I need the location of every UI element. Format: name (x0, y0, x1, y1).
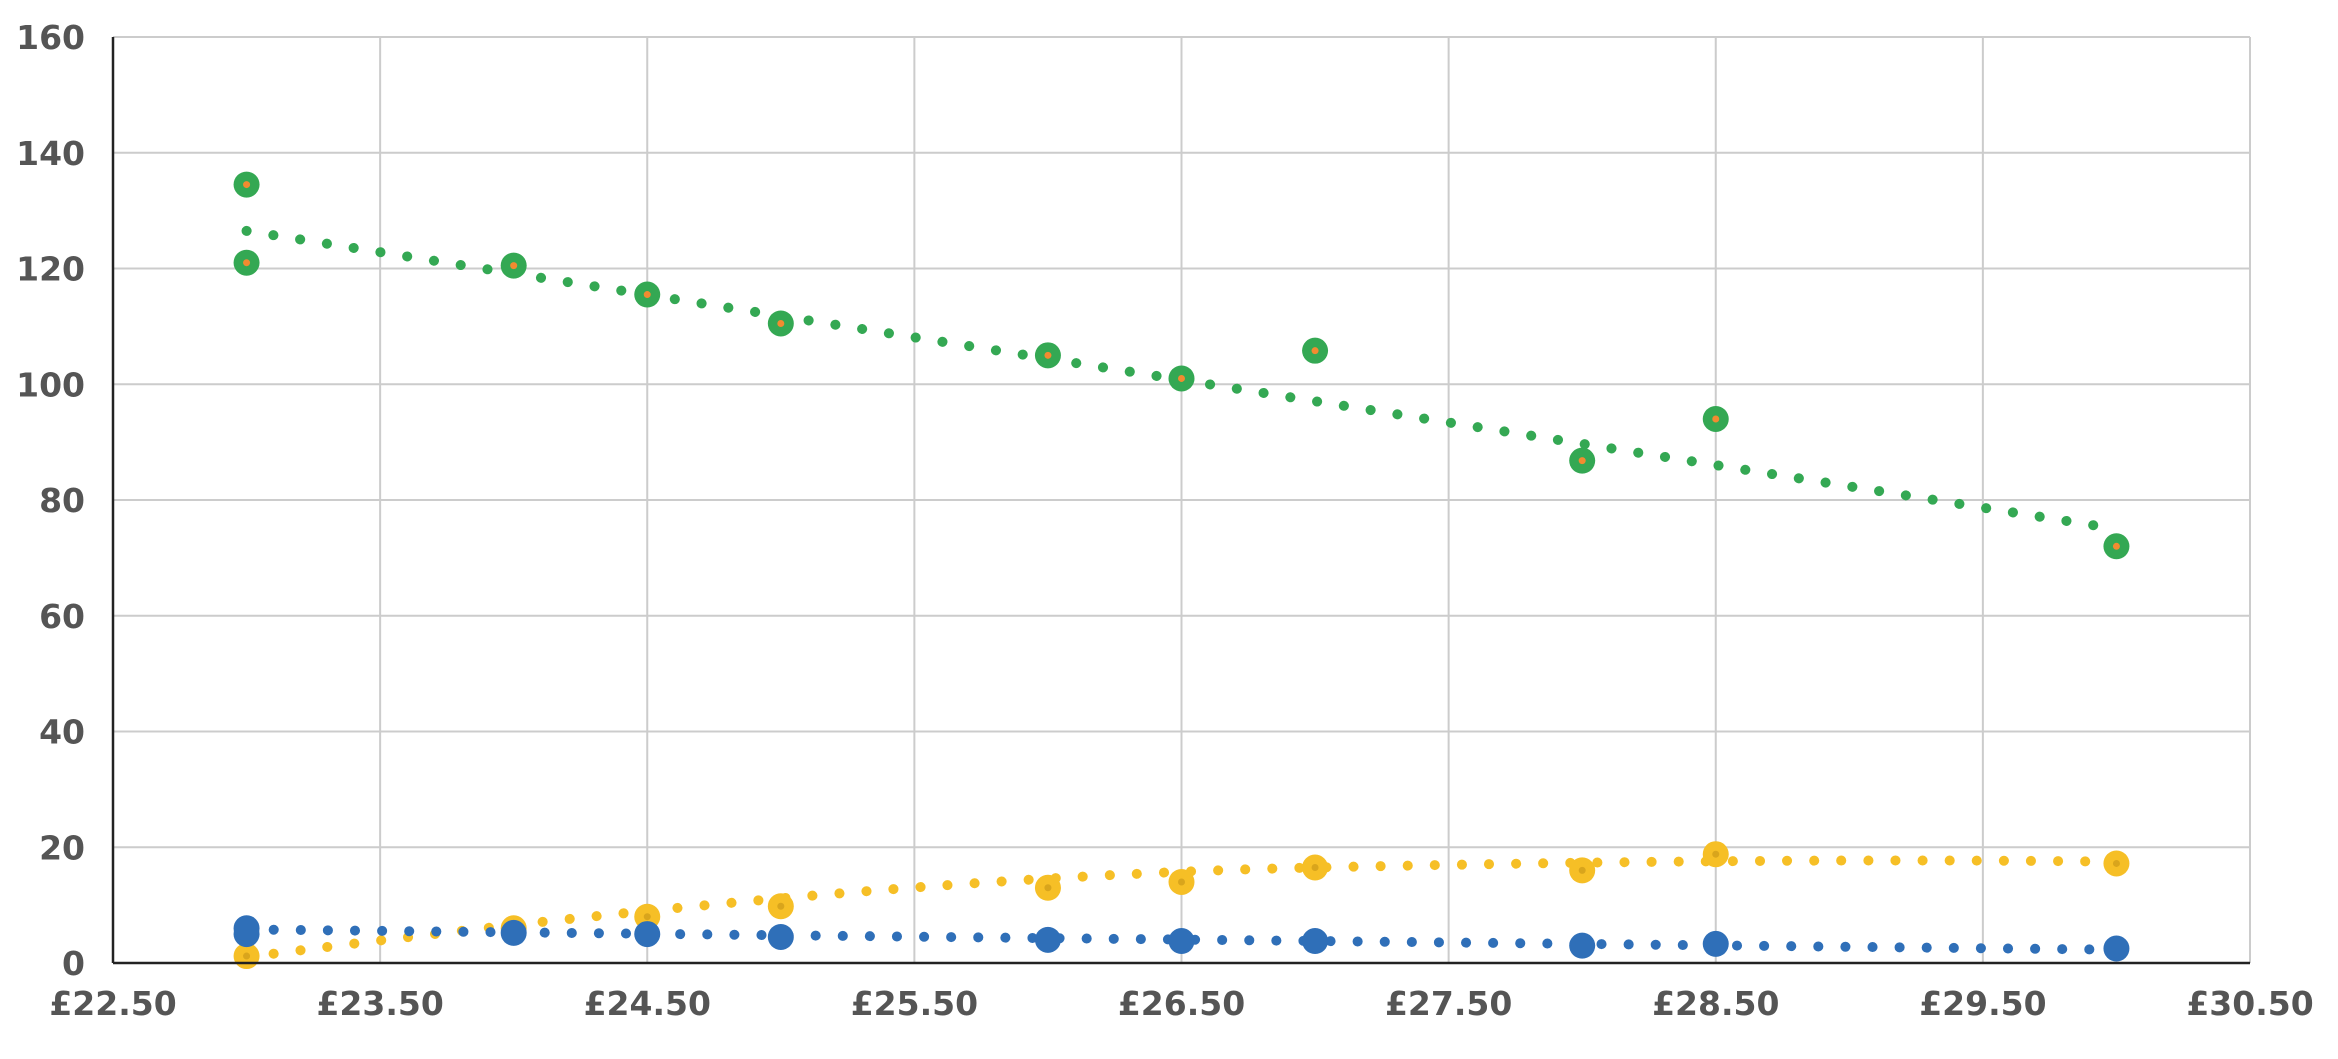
data-point-marker (1168, 928, 1195, 955)
data-point-marker (1302, 928, 1329, 955)
data-point-center (2112, 542, 2120, 550)
x-tick-label: £29.50 (1919, 984, 2046, 1023)
data-point (1702, 841, 1729, 868)
data-point (233, 915, 260, 942)
data-point-marker (767, 923, 794, 950)
data-point-center (1578, 866, 1586, 874)
y-tick-label: 0 (62, 944, 85, 983)
data-point (233, 171, 260, 198)
x-tick-label: £28.50 (1652, 984, 1779, 1023)
data-point (1034, 874, 1061, 901)
x-tick-label: £30.50 (2186, 984, 2313, 1023)
y-tick-label: 80 (39, 481, 85, 520)
data-point (634, 921, 661, 948)
x-tick-label: £25.50 (851, 984, 978, 1023)
data-point (1034, 926, 1061, 953)
data-point (767, 310, 794, 337)
data-point-center (777, 902, 785, 910)
data-point (1569, 857, 1596, 884)
data-point (2103, 935, 2130, 962)
data-point-center (243, 952, 251, 960)
data-points-layer (233, 171, 2130, 970)
y-tick-label: 20 (39, 828, 85, 867)
data-point-center (510, 262, 518, 270)
data-point (1702, 930, 1729, 957)
data-point-center (1712, 415, 1720, 423)
data-point-center (1044, 351, 1052, 359)
data-point-center (243, 259, 251, 267)
x-tick-label: £24.50 (584, 984, 711, 1023)
data-point (1168, 928, 1195, 955)
data-point-marker (233, 915, 260, 942)
trendline-series-2 (241, 855, 2122, 963)
data-point (634, 281, 661, 308)
y-tick-label: 100 (16, 365, 85, 404)
data-point-marker (500, 919, 527, 946)
data-point (1168, 365, 1195, 392)
data-point-marker (1034, 926, 1061, 953)
x-tick-label: £26.50 (1118, 984, 1245, 1023)
data-point-marker (1702, 930, 1729, 957)
x-tick-label: £23.50 (316, 984, 443, 1023)
data-point-marker (634, 921, 661, 948)
y-tick-label: 140 (16, 134, 85, 173)
data-point (1302, 854, 1329, 881)
data-point (1168, 868, 1195, 895)
data-point-center (1311, 347, 1319, 355)
data-point (233, 249, 260, 276)
data-point (2103, 850, 2130, 877)
data-point-center (1712, 850, 1720, 858)
data-point-center (1178, 878, 1185, 886)
data-point (500, 919, 527, 946)
data-point (1302, 337, 1329, 364)
y-tick-label: 120 (16, 250, 85, 289)
data-point-center (243, 181, 251, 189)
data-point (1034, 342, 1061, 369)
data-point-center (643, 291, 651, 299)
y-tick-label: 40 (39, 713, 85, 752)
data-point-center (1311, 864, 1319, 872)
x-tick-label: £27.50 (1385, 984, 1512, 1023)
y-tick-label: 160 (16, 18, 85, 57)
data-point-center (1578, 457, 1586, 465)
data-point-center (643, 913, 651, 921)
data-point-marker (1569, 932, 1596, 959)
axis-layer: 0 20 40 60 80 100 120 140 160 £22.50 £23.50 £24.50 £… (16, 18, 2314, 1023)
data-point (1302, 928, 1329, 955)
data-point (767, 923, 794, 950)
data-point (500, 252, 527, 279)
data-point-center (1044, 884, 1052, 892)
data-point-marker (2103, 935, 2130, 962)
data-point (1569, 932, 1596, 959)
data-point-center (777, 319, 785, 327)
data-point-center (2112, 859, 2120, 867)
data-point (2103, 533, 2130, 560)
data-point (1569, 447, 1596, 474)
data-point (767, 893, 794, 920)
x-tick-label: £22.50 (49, 984, 176, 1023)
y-tick-label: 60 (39, 597, 85, 636)
data-point-center (1178, 374, 1185, 382)
data-point (1702, 405, 1729, 432)
